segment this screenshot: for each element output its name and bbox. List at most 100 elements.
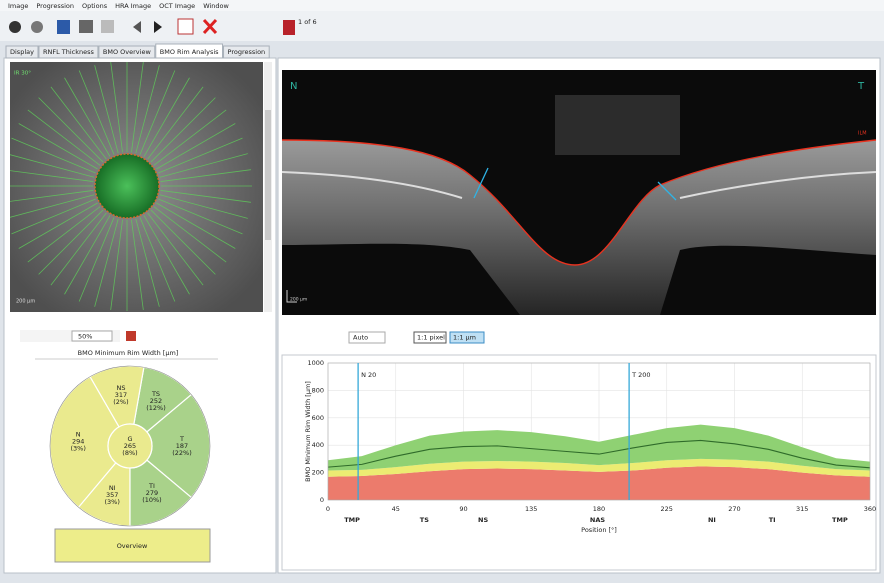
scan-line (50, 212, 107, 286)
sector-name: T (179, 435, 184, 443)
menu-bar (0, 0, 884, 11)
icon[interactable] (283, 20, 295, 35)
tab-label: BMO Overview (103, 48, 152, 56)
menu-item[interactable]: Image (8, 2, 28, 10)
tab-label: BMO Rim Analysis (160, 48, 219, 56)
sector-value: 317 (115, 391, 127, 399)
icon[interactable] (101, 20, 114, 33)
sector-value: 252 (150, 397, 162, 405)
zoom-value: 50% (78, 333, 92, 341)
scan-line (153, 109, 227, 166)
tab[interactable] (223, 45, 270, 59)
menu-item[interactable]: OCT Image (159, 2, 195, 10)
scan-line (147, 212, 204, 286)
tab[interactable] (98, 45, 156, 59)
scan-line (18, 202, 98, 249)
pixel-button[interactable] (413, 331, 447, 344)
y-tick-label: 200 (312, 469, 324, 477)
pixel-label: 1:1 pixel (417, 334, 445, 342)
tab[interactable] (38, 45, 99, 59)
menu-item[interactable]: Options (82, 2, 108, 10)
icon[interactable] (133, 21, 141, 33)
sector (107, 423, 153, 469)
icon[interactable] (126, 331, 136, 341)
zoom-select[interactable] (71, 330, 113, 342)
scan-line (64, 77, 111, 157)
sector-percentile: (8%) (122, 449, 137, 457)
sector-value: 294 (72, 437, 84, 445)
sector-value: 357 (106, 491, 118, 499)
oct-retina (282, 140, 876, 315)
x-tick-label: 180 (593, 505, 605, 513)
plot-frame (327, 362, 871, 501)
scan-line (158, 198, 243, 235)
icon[interactable] (31, 21, 43, 33)
area-band (328, 424, 870, 471)
sector-axis-label: NI (708, 516, 716, 524)
menu-item[interactable]: HRA Image (115, 2, 151, 10)
sector-axis-label: NS (478, 516, 488, 524)
scrollbar-thumb[interactable] (265, 110, 271, 240)
scan-line (135, 218, 160, 307)
sector-percentile: (2%) (113, 398, 128, 406)
icon[interactable] (202, 18, 218, 35)
oct-layer-label: ILM (858, 131, 867, 137)
scan-line (50, 86, 107, 160)
scan-line (78, 70, 115, 155)
icon[interactable] (177, 18, 194, 35)
menu-item[interactable]: Progression (36, 2, 74, 10)
icon[interactable] (9, 21, 21, 33)
x-tick-label: 135 (525, 505, 537, 513)
x-tick-label: 270 (728, 505, 740, 513)
oct-texture (555, 95, 680, 155)
scan-line (110, 219, 123, 310)
sector-name: TS (151, 390, 160, 398)
scan-line (159, 194, 248, 219)
toolbar-icons (9, 18, 295, 35)
scan-line (64, 215, 111, 295)
tab-label: Progression (228, 48, 266, 56)
scan-line (139, 217, 176, 302)
marker-label: T 200 (631, 371, 650, 379)
scan-line (10, 194, 95, 218)
optic-disc (94, 153, 160, 219)
micron-label: 1:1 µm (453, 334, 476, 342)
sector-percentile: (3%) (105, 498, 120, 506)
menu-item[interactable]: Window (203, 2, 229, 10)
x-tick-label: 360 (864, 505, 876, 513)
overview-button[interactable] (54, 528, 211, 563)
x-tick-label: 0 (326, 505, 330, 513)
y-tick-label: 400 (312, 441, 324, 449)
x-tick-label: 90 (459, 505, 467, 513)
sector-chart-title: BMO Minimum Rim Width [µm] (78, 349, 179, 357)
icon[interactable] (57, 20, 70, 34)
fundus-label: IR 30° (14, 71, 31, 77)
sector-percentile: (10%) (142, 496, 162, 504)
fundus-overlay (10, 62, 252, 311)
oct-rpe (281, 171, 877, 199)
oct-nasal: N (290, 81, 297, 92)
scan-line (143, 77, 190, 157)
oct-zoom-select[interactable] (348, 331, 386, 344)
chart: 0 200 400 600 800 1000 0 45 90 135 180 225 270 315 360… (304, 359, 876, 534)
scan-line (78, 217, 115, 302)
icon[interactable] (79, 20, 93, 33)
y-tick-label: 600 (312, 414, 324, 422)
scan-line (153, 206, 227, 263)
scan-line (18, 123, 98, 170)
tab[interactable] (155, 43, 224, 59)
sector-outline (49, 365, 211, 527)
icon[interactable] (154, 21, 162, 33)
oct-scale: 200 µm (290, 297, 307, 303)
y-tick-label: 0 (320, 496, 324, 504)
micron-button[interactable] (449, 331, 485, 344)
oct-scale-bar (286, 290, 297, 303)
scan-line (38, 209, 104, 275)
sector-name: G (127, 435, 132, 443)
ui-texts: Image Progression Options HRA Image OCT Imag… (5, 2, 270, 59)
tab[interactable] (5, 45, 39, 59)
oct-temporal: T (857, 81, 865, 92)
scan-line (94, 218, 119, 307)
sector-name: NI (109, 484, 116, 492)
